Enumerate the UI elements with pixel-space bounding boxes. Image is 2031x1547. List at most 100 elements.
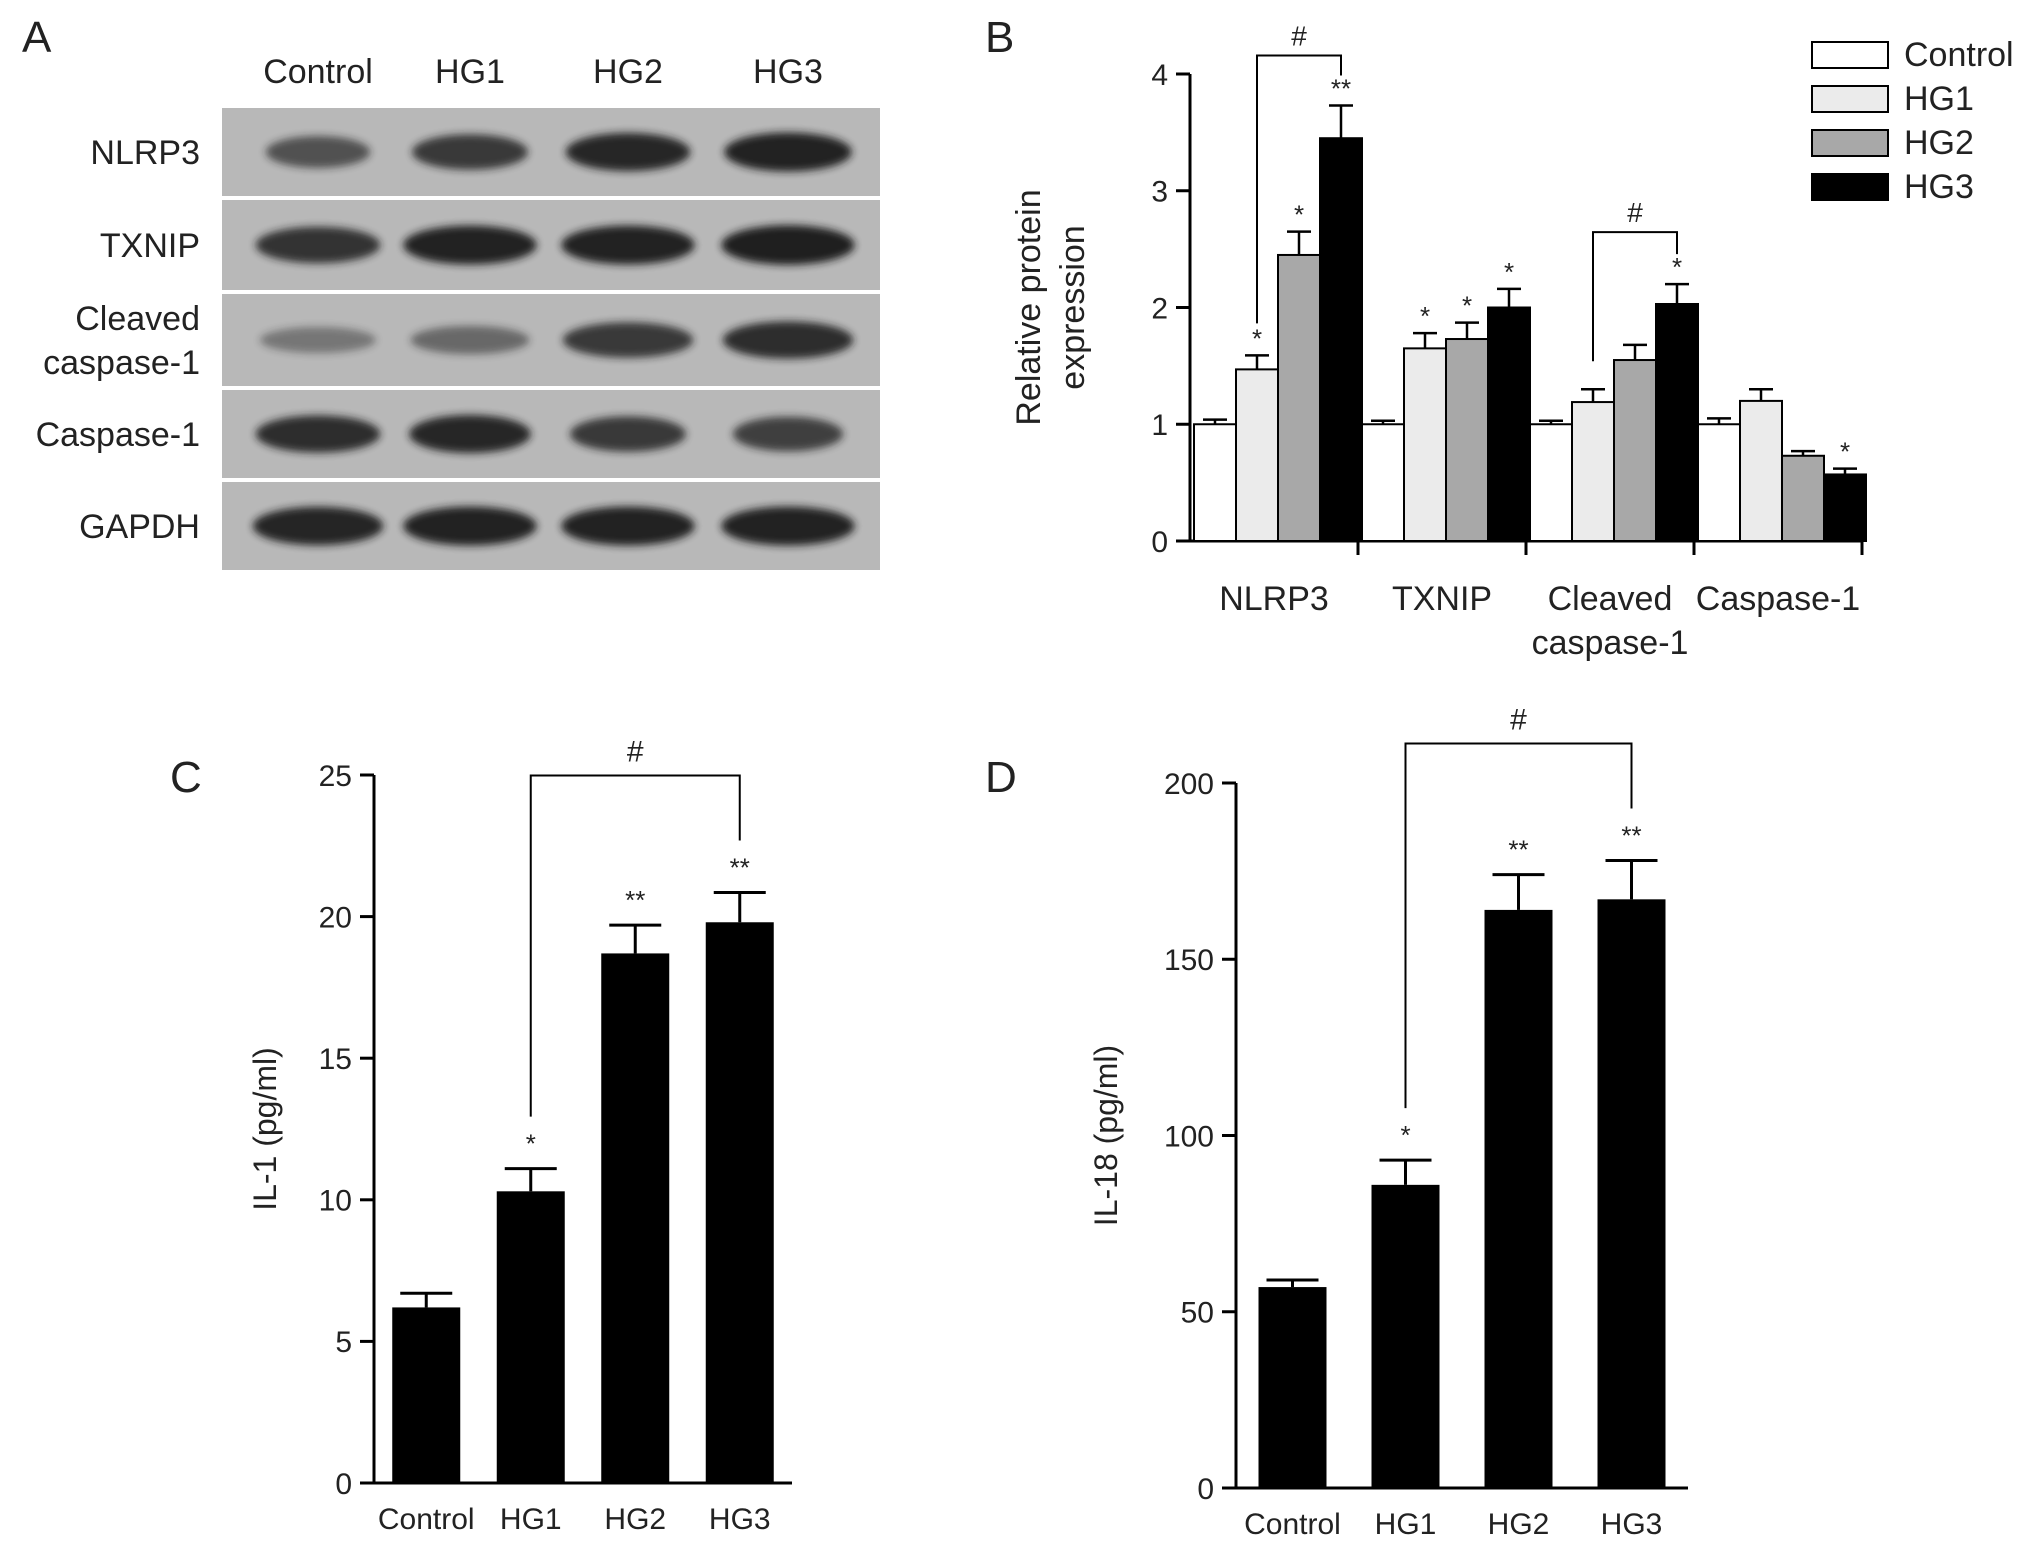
- bar-hg1-0: [1235, 368, 1279, 542]
- panel-d-letter: D: [985, 753, 1017, 802]
- significance-star: **: [1508, 835, 1528, 865]
- y-axis-label: Relative protein: [1010, 189, 1048, 425]
- legend-label-hg2: HG2: [1904, 124, 1974, 162]
- lane-label-hg3: HG3: [753, 53, 823, 91]
- blot-band-control: [255, 415, 381, 453]
- blot-band-control: [255, 226, 381, 264]
- bar-hg2: [601, 953, 670, 1483]
- bar-hg1-1: [1403, 347, 1447, 542]
- significance-bracket: [529, 774, 741, 1117]
- blot-row-4: GAPDH: [79, 482, 880, 570]
- blot-band-hg1: [403, 506, 537, 546]
- legend-swatch-hg2: [1811, 129, 1889, 157]
- blot-row-label: TXNIP: [100, 227, 200, 265]
- significance-star: **: [1621, 821, 1641, 851]
- significance-star: *: [1400, 1120, 1410, 1150]
- blot-band-hg1: [410, 325, 530, 355]
- blot-row-3: Caspase-1: [36, 390, 880, 478]
- x-category-label: HG1: [500, 1503, 562, 1536]
- y-tick-label: 50: [1181, 1297, 1214, 1330]
- legend-label-hg1: HG1: [1904, 80, 1974, 118]
- blot-band-hg3: [724, 132, 852, 172]
- blot-row-1: TXNIP: [100, 200, 880, 290]
- blot-row-label: Caspase-1: [36, 416, 200, 454]
- y-axis-label: IL-1 (pg/ml): [247, 1047, 283, 1211]
- bar-hg3: [705, 922, 774, 1483]
- legend-label-hg3: HG3: [1904, 168, 1974, 206]
- significance-bracket: [1256, 54, 1342, 324]
- y-tick-label: 0: [1151, 526, 1168, 559]
- bar-hg2-1: [1445, 338, 1489, 542]
- x-category-label: HG1: [1375, 1508, 1437, 1541]
- y-tick-label: 100: [1164, 1120, 1214, 1153]
- y-tick-label: 200: [1164, 768, 1214, 801]
- y-tick-label: 4: [1151, 59, 1168, 92]
- y-axis-label: IL-18 (pg/ml): [1088, 1045, 1124, 1226]
- y-tick-label: 25: [319, 760, 352, 793]
- blot-band-hg3: [722, 321, 854, 359]
- x-category-label: TXNIP: [1392, 580, 1492, 618]
- blot-row-label: NLRP3: [90, 134, 200, 172]
- bar-hg1-2: [1571, 401, 1615, 542]
- x-category-label: HG2: [604, 1503, 666, 1536]
- bar-control-0: [1193, 423, 1237, 542]
- legend-label-control: Control: [1904, 36, 2014, 74]
- blot-band-hg1: [403, 225, 537, 265]
- bar-hg1: [496, 1191, 565, 1483]
- significance-star: *: [1420, 301, 1430, 331]
- blot-row-label: GAPDH: [79, 508, 200, 546]
- y-tick-label: 150: [1164, 944, 1214, 977]
- significance-star: *: [1294, 200, 1304, 230]
- y-tick-label: 0: [1197, 1473, 1214, 1506]
- x-category-label: Caspase-1: [1696, 580, 1860, 618]
- y-tick-label: 3: [1151, 176, 1168, 209]
- panel-c-letter: C: [170, 753, 202, 802]
- significance-star: *: [1252, 323, 1262, 353]
- x-category-label: HG2: [1488, 1508, 1550, 1541]
- blot-band-hg2: [561, 506, 695, 546]
- legend-swatch-hg1: [1811, 85, 1889, 113]
- lane-label-hg2: HG2: [593, 53, 663, 91]
- il1-chart: 0 5 10 15 20 25 IL-1 (pg/ml) Control HG1 * HG2 ** HG…: [247, 736, 792, 1536]
- bracket-label: #: [1627, 197, 1643, 228]
- bar-hg1: [1371, 1184, 1440, 1488]
- blot-band-hg2: [562, 322, 694, 358]
- significance-star: *: [1504, 257, 1514, 287]
- significance-star: **: [730, 853, 750, 883]
- bar-hg3-3: [1823, 473, 1867, 543]
- panel-a-letter: A: [22, 13, 52, 62]
- x-category-label: Control: [1244, 1508, 1341, 1541]
- bar-control: [392, 1307, 461, 1483]
- x-category-label: HG3: [709, 1503, 771, 1536]
- bar-hg1-3: [1739, 399, 1783, 542]
- blot-band-hg3: [732, 416, 844, 452]
- panel-b-letter: B: [985, 13, 1014, 62]
- blot-band-hg1: [409, 414, 531, 454]
- significance-star: *: [1462, 291, 1472, 321]
- lane-label-hg1: HG1: [435, 53, 505, 91]
- blot-row-0: NLRP3: [90, 108, 880, 196]
- legend-swatch-control: [1811, 41, 1889, 69]
- y-tick-label: 2: [1151, 292, 1168, 325]
- x-category-label: Cleaved: [1548, 580, 1673, 618]
- y-tick-label: 1: [1151, 409, 1168, 442]
- blot-band-hg3: [721, 506, 855, 546]
- lane-label-control: Control: [263, 53, 373, 91]
- y-tick-label: 5: [335, 1326, 352, 1359]
- blot-band-control: [260, 327, 376, 353]
- bar-hg2-3: [1781, 454, 1825, 542]
- bar-hg2-0: [1277, 253, 1321, 542]
- y-tick-label: 15: [319, 1043, 352, 1076]
- blot-band-hg2: [565, 132, 691, 172]
- blot-row-label: caspase-1: [43, 344, 200, 382]
- bar-control-2: [1529, 423, 1573, 542]
- significance-star: **: [1331, 74, 1351, 104]
- bracket-label: #: [1291, 21, 1307, 52]
- blot-row-label: Cleaved: [75, 300, 200, 338]
- legend-swatch-hg3: [1811, 173, 1889, 201]
- x-category-label: HG3: [1601, 1508, 1663, 1541]
- bar-hg3: [1597, 899, 1666, 1488]
- bar-hg3-1: [1487, 306, 1531, 542]
- bar-hg2-2: [1613, 359, 1657, 542]
